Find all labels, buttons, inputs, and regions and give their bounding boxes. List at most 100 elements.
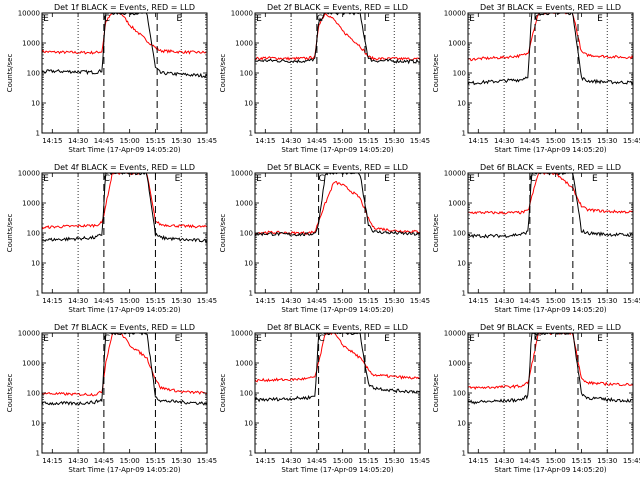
y-tick-label: 100: [27, 390, 40, 398]
interval-marker-label: E: [384, 14, 390, 24]
events-series-line: [41, 172, 208, 244]
panel-title: Det 7f BLACK = Events, RED = LLD: [54, 323, 195, 332]
plot-frame: [41, 172, 208, 294]
x-tick-label: 14:30: [494, 457, 514, 465]
x-axis-label: Start Time (17-Apr-09 14:05:20): [494, 466, 606, 474]
x-tick-label: 14:45: [94, 297, 114, 305]
x-tick-label: 14:15: [255, 137, 275, 145]
detector-panel: Det 5f BLACK = Events, RED = LLD E C E 1 10 10…: [219, 163, 430, 314]
interval-marker-label: E: [43, 334, 49, 344]
y-tick-label: 1: [249, 290, 253, 298]
interval-marker-label: E: [384, 174, 390, 184]
y-axis-label: Counts/sec: [6, 54, 14, 93]
lld-series-line: [467, 12, 634, 62]
panel-title: Det 1f BLACK = Events, RED = LLD: [54, 3, 195, 12]
x-tick-label: 15:45: [623, 137, 640, 145]
interval-marker-label: E: [256, 334, 262, 344]
lld-series-line: [468, 172, 634, 215]
x-tick-label: 15:30: [171, 457, 191, 465]
y-axis-label: Counts/sec: [432, 54, 440, 93]
x-axis-label: Start Time (17-Apr-09 14:05:20): [281, 146, 393, 154]
plot-frame: [41, 12, 208, 134]
x-tick-label: 15:30: [171, 297, 191, 305]
x-tick-label: 15:00: [120, 137, 140, 145]
y-tick-label: 1000: [22, 200, 40, 208]
x-tick-label: 14:30: [281, 457, 301, 465]
y-tick-label: 10: [457, 100, 466, 108]
y-tick-label: 1: [462, 290, 466, 298]
lld-series-line: [41, 332, 208, 397]
y-tick-label: 1000: [448, 360, 466, 368]
panel-title: Det 9f BLACK = Events, RED = LLD: [480, 323, 621, 332]
y-tick-label: 1000: [235, 200, 253, 208]
panel-title: Det 3f BLACK = Events, RED = LLD: [480, 3, 621, 12]
x-tick-label: 15:45: [410, 137, 430, 145]
lld-series-line: [41, 172, 208, 230]
x-tick-label: 15:30: [597, 137, 617, 145]
x-tick-label: 14:30: [68, 297, 88, 305]
x-tick-label: 14:15: [255, 457, 275, 465]
x-tick-label: 15:15: [358, 137, 378, 145]
plot-frame: [254, 332, 421, 454]
y-tick-label: 10: [244, 100, 253, 108]
y-tick-label: 10: [31, 100, 40, 108]
interval-marker-label: C: [535, 14, 541, 24]
interval-marker-label: C: [104, 14, 110, 24]
y-tick-label: 1000: [22, 360, 40, 368]
x-tick-label: 15:15: [145, 297, 165, 305]
y-tick-label: 100: [27, 70, 40, 78]
x-tick-label: 14:45: [94, 457, 114, 465]
x-axis-label: Start Time (17-Apr-09 14:05:20): [494, 146, 606, 154]
y-axis-label: Counts/sec: [219, 54, 227, 93]
y-tick-label: 100: [240, 390, 253, 398]
x-tick-label: 15:15: [145, 137, 165, 145]
lld-series-line: [467, 332, 634, 390]
panel-title: Det 6f BLACK = Events, RED = LLD: [480, 163, 621, 172]
interval-marker-label: C: [318, 334, 324, 344]
x-tick-label: 15:45: [623, 457, 640, 465]
interval-marker-label: C: [530, 174, 536, 184]
x-tick-label: 15:00: [120, 297, 140, 305]
interval-marker-label: E: [384, 334, 390, 344]
interval-marker-label: E: [256, 174, 262, 184]
events-series-line: [467, 12, 634, 86]
lld-series-line: [254, 181, 421, 236]
y-tick-label: 100: [453, 390, 466, 398]
y-tick-label: 1: [462, 130, 466, 138]
x-tick-label: 14:15: [468, 137, 488, 145]
y-tick-label: 100: [240, 230, 253, 238]
y-axis-label: Counts/sec: [6, 214, 14, 253]
x-tick-label: 14:15: [42, 297, 62, 305]
detector-panel: Det 2f BLACK = Events, RED = LLD E C E 1 10 10…: [219, 3, 430, 154]
y-tick-label: 10000: [231, 330, 253, 338]
interval-marker-label: E: [597, 14, 603, 24]
detector-panel: Det 9f BLACK = Events, RED = LLD E C E 1 10 10…: [432, 323, 640, 474]
x-tick-label: 15:15: [145, 457, 165, 465]
y-tick-label: 1: [36, 290, 40, 298]
x-tick-label: 14:15: [255, 297, 275, 305]
interval-marker-label: C: [317, 14, 323, 24]
interval-marker-label: E: [176, 14, 182, 24]
x-tick-label: 14:30: [68, 137, 88, 145]
detector-panel: Det 1f BLACK = Events, RED = LLD E C E 1 10 10…: [6, 3, 217, 154]
y-tick-label: 10: [31, 420, 40, 428]
y-axis-label: Counts/sec: [219, 374, 227, 413]
y-tick-label: 10: [31, 260, 40, 268]
panel-title: Det 8f BLACK = Events, RED = LLD: [267, 323, 408, 332]
y-tick-label: 1000: [448, 200, 466, 208]
y-tick-label: 100: [27, 230, 40, 238]
interval-marker-label: C: [318, 174, 324, 184]
x-axis-label: Start Time (17-Apr-09 14:05:20): [281, 466, 393, 474]
x-axis-label: Start Time (17-Apr-09 14:05:20): [68, 306, 180, 314]
x-tick-label: 15:00: [333, 297, 353, 305]
x-tick-label: 14:30: [68, 457, 88, 465]
x-tick-label: 15:00: [333, 457, 353, 465]
y-tick-label: 10000: [18, 170, 40, 178]
x-tick-label: 14:45: [520, 137, 540, 145]
x-axis-label: Start Time (17-Apr-09 14:05:20): [281, 306, 393, 314]
lld-series-line: [254, 332, 421, 383]
interval-marker-label: E: [469, 174, 475, 184]
x-tick-label: 15:15: [571, 457, 591, 465]
x-tick-label: 14:45: [94, 137, 114, 145]
